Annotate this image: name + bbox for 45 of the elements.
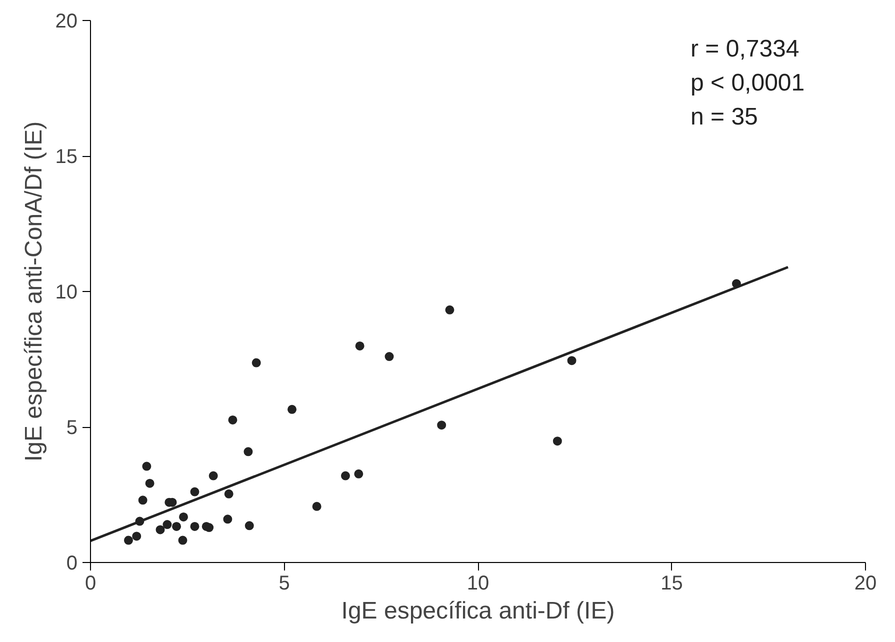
x-tick-label: 10 [466, 572, 490, 594]
y-axis-title: IgE específica anti-ConA/Df (IE) [20, 121, 48, 462]
point [224, 489, 234, 498]
point [142, 462, 152, 471]
point [132, 532, 142, 541]
point [145, 478, 154, 488]
point [244, 447, 253, 456]
point [190, 522, 200, 531]
point [384, 352, 394, 362]
point [138, 496, 148, 505]
point [252, 358, 261, 368]
x-tick-label: 0 [84, 572, 96, 594]
point [228, 415, 238, 424]
y-tick-label: 20 [55, 10, 78, 32]
point [179, 512, 188, 522]
point [178, 536, 188, 545]
point [223, 514, 232, 524]
y-tick-label: 5 [66, 417, 78, 439]
y-tick-label: 15 [55, 146, 78, 168]
point [208, 471, 218, 480]
x-tick-label: 15 [660, 572, 683, 594]
x-tick-label: 20 [854, 572, 877, 594]
annotation: r = 0,7334 [690, 36, 800, 62]
point [312, 502, 322, 511]
x-axis-title: IgE específica anti-Df (IE) [341, 598, 615, 624]
point [552, 436, 562, 446]
x-tick-label: 5 [278, 572, 290, 594]
y-tick-label: 10 [55, 282, 78, 304]
point [190, 487, 200, 496]
point [204, 523, 214, 532]
point [437, 420, 446, 430]
point [172, 522, 182, 531]
annotation: p < 0,0001 [690, 70, 805, 96]
point [354, 469, 364, 478]
point [355, 341, 364, 350]
point [162, 520, 172, 530]
point [445, 305, 454, 314]
point [156, 525, 165, 534]
point [124, 536, 133, 545]
point [244, 521, 254, 530]
point [340, 471, 350, 480]
point [288, 404, 296, 414]
annotation: n = 35 [690, 104, 758, 130]
y-tick-label: 0 [66, 552, 78, 574]
point [567, 356, 576, 366]
